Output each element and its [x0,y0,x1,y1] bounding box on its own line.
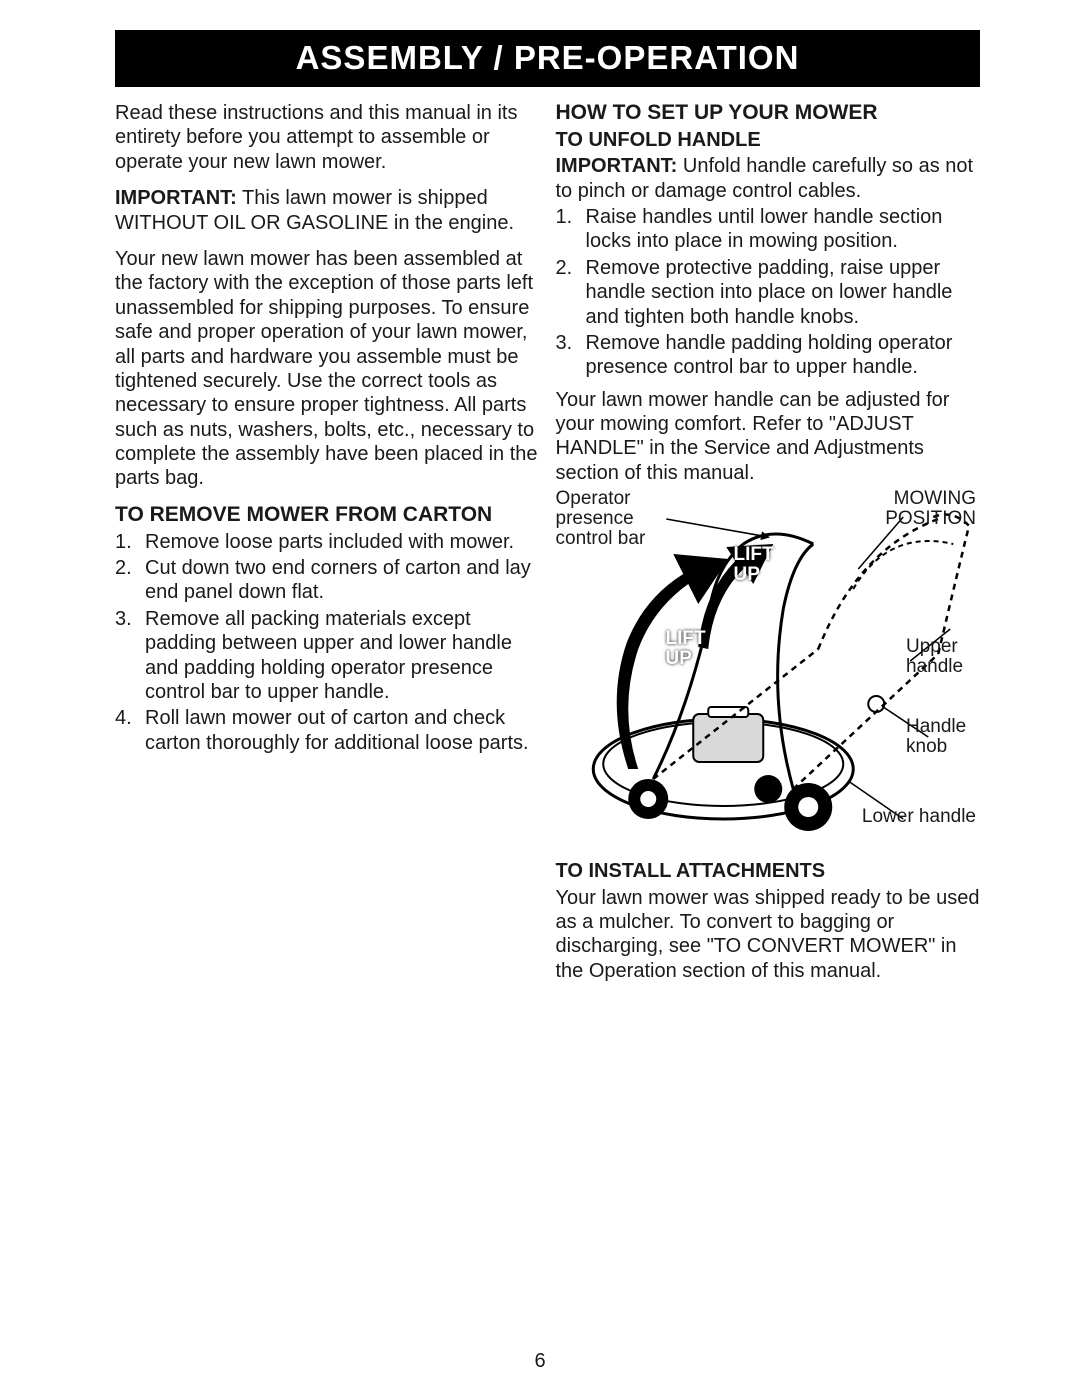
section-banner: ASSEMBLY / PRE-OPERATION [115,30,980,87]
unfold-handle-steps: Raise handles until lower handle section… [556,205,981,380]
remove-step-3: Remove all packing materials except padd… [115,607,540,705]
manual-page: ASSEMBLY / PRE-OPERATION Read these inst… [0,0,1080,1397]
remove-from-carton-steps: Remove loose parts included with mower. … [115,530,540,756]
remove-step-2: Cut down two end corners of carton and l… [115,556,540,605]
intro-paragraph-2: Your new lawn mower has been assembled a… [115,247,540,491]
label-lift-up-lower: LIFT UP [666,629,716,669]
label-lower-handle: Lower handle [846,807,976,827]
install-attachments-paragraph: Your lawn mower was shipped ready to be … [556,886,981,984]
unfold-important-note: IMPORTANT: Unfold handle carefully so as… [556,154,981,203]
setup-mower-heading: HOW TO SET UP YOUR MOWER [556,101,981,126]
two-column-layout: Read these instructions and this manual … [115,101,980,995]
label-upper-handle: Upper handle [906,637,976,677]
right-column: HOW TO SET UP YOUR MOWER TO UNFOLD HANDL… [556,101,981,995]
label-handle-knob: Handle knob [906,717,976,757]
intro-paragraph-1: Read these instructions and this manual … [115,101,540,174]
important-note: IMPORTANT: This lawn mower is shipped WI… [115,186,540,235]
important-label: IMPORTANT: [115,187,237,209]
unfold-step-1: Raise handles until lower handle section… [556,205,981,254]
label-lift-up-upper: LIFT UP [734,545,784,585]
adjust-handle-paragraph: Your lawn mower handle can be adjusted f… [556,388,981,486]
unfold-handle-heading: TO UNFOLD HANDLE [556,128,981,152]
mower-handle-diagram: Operator presence control bar MOWING POS… [556,489,981,849]
label-mowing-position: MOWING POSITION [876,489,976,529]
remove-from-carton-heading: TO REMOVE MOWER FROM CARTON [115,503,540,528]
unfold-step-2: Remove protective padding, raise upper h… [556,256,981,329]
install-attachments-heading: TO INSTALL ATTACHMENTS [556,859,981,883]
remove-step-1: Remove loose parts included with mower. [115,530,540,554]
left-column: Read these instructions and this manual … [115,101,540,995]
unfold-step-3: Remove handle padding holding operator p… [556,331,981,380]
unfold-important-label: IMPORTANT: [556,155,678,177]
remove-step-4: Roll lawn mower out of carton and check … [115,706,540,755]
label-operator-presence: Operator presence control bar [556,489,666,549]
page-number: 6 [0,1350,1080,1373]
